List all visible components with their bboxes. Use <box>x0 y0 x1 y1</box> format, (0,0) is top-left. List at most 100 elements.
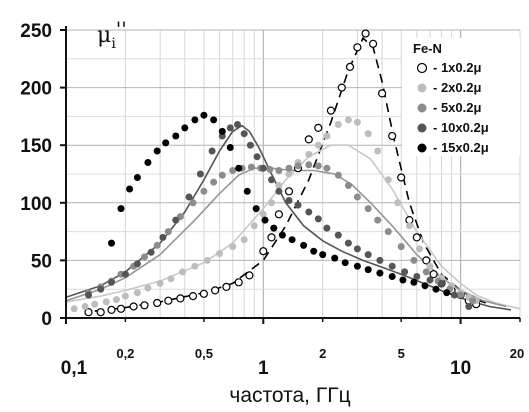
data-point <box>378 89 387 98</box>
data-point <box>274 210 283 219</box>
data-point <box>410 256 418 264</box>
data-point <box>412 233 421 242</box>
data-point <box>84 308 93 317</box>
data-point <box>162 139 170 147</box>
data-point <box>314 215 322 223</box>
x-minor-tick-label: 20 <box>510 346 524 361</box>
data-point <box>240 236 248 244</box>
data-point <box>246 141 254 149</box>
data-point <box>314 162 322 170</box>
y-label-sub: i <box>111 36 116 52</box>
tick-labels: 0 50 100 150 200 250 0,1 1 10 0,2 0,5 2 5 20 <box>20 21 524 379</box>
legend-label: - 2x0.2μ <box>433 80 481 95</box>
data-point <box>191 262 199 270</box>
data-point <box>284 187 294 196</box>
data-point <box>196 170 204 178</box>
data-point <box>422 256 431 265</box>
data-point <box>305 161 313 169</box>
data-point <box>268 176 275 184</box>
data-point <box>410 278 418 286</box>
data-point <box>450 291 458 299</box>
data-point <box>305 150 313 158</box>
legend-label: - 10x0.2μ <box>433 120 489 135</box>
y-tick-label: 50 <box>31 251 52 272</box>
data-point <box>179 268 187 276</box>
data-point <box>234 121 241 128</box>
data-point <box>353 118 361 126</box>
legend-box <box>402 38 520 156</box>
x-tick-label: 10 <box>450 358 471 379</box>
data-point <box>141 253 148 261</box>
data-point <box>222 282 231 291</box>
data-point <box>102 298 110 306</box>
data-point <box>388 131 397 141</box>
data-point <box>314 123 323 133</box>
data-point <box>361 29 370 38</box>
data-point <box>294 162 302 170</box>
data-point <box>294 201 302 209</box>
legend-label: - 5x0.2μ <box>433 100 481 115</box>
data-point <box>285 164 293 172</box>
data-point <box>334 171 342 179</box>
x-minor-tick-label: 5 <box>398 346 405 361</box>
data-point <box>81 303 89 310</box>
data-point <box>226 124 234 132</box>
data-point <box>285 197 293 204</box>
data-point <box>337 83 346 92</box>
data-point <box>200 111 208 119</box>
data-point <box>364 130 372 138</box>
data-point <box>345 62 355 72</box>
data-point <box>331 254 339 262</box>
data-point <box>85 291 92 299</box>
series-group <box>85 121 473 310</box>
data-point <box>413 273 421 280</box>
data-point <box>144 159 152 166</box>
data-point <box>108 239 115 247</box>
data-point <box>210 178 218 186</box>
data-point <box>259 247 268 256</box>
data-point <box>388 262 396 270</box>
legend-marker <box>416 62 428 74</box>
data-points <box>70 29 481 317</box>
data-point <box>112 296 120 304</box>
data-point <box>243 187 251 195</box>
data-point <box>465 303 473 310</box>
data-point <box>310 247 318 255</box>
data-point <box>304 135 313 144</box>
data-point <box>172 216 180 224</box>
data-point <box>275 167 283 174</box>
data-point <box>245 271 254 280</box>
data-point <box>133 174 141 181</box>
data-point <box>147 248 155 256</box>
data-point <box>275 182 283 189</box>
legend-title: Fe-N <box>413 41 442 56</box>
data-point <box>140 301 149 310</box>
data-point <box>326 106 335 115</box>
y-tick-label: 100 <box>20 194 52 215</box>
data-point <box>172 132 180 140</box>
data-point <box>341 259 349 267</box>
data-point <box>369 39 378 48</box>
data-point <box>469 297 477 305</box>
data-point <box>384 176 392 184</box>
data-point <box>121 292 129 300</box>
x-tick-label: 0,1 <box>61 358 88 379</box>
x-minor-tick-label: 0,5 <box>195 346 213 361</box>
data-point <box>270 224 278 232</box>
data-point <box>153 147 161 155</box>
data-point <box>397 243 405 251</box>
data-point <box>208 147 216 155</box>
data-point <box>159 233 167 241</box>
data-point <box>394 199 402 207</box>
x-tick-label: 1 <box>258 358 269 379</box>
data-point <box>226 144 234 151</box>
data-point <box>344 116 352 124</box>
data-point <box>388 273 396 280</box>
data-point <box>319 251 327 259</box>
legend-marker <box>417 143 427 153</box>
data-point <box>399 276 407 284</box>
data-point <box>185 193 193 201</box>
data-point <box>133 260 141 268</box>
data-point <box>253 153 261 161</box>
x-axis-label: частота, ГГц <box>229 384 350 407</box>
